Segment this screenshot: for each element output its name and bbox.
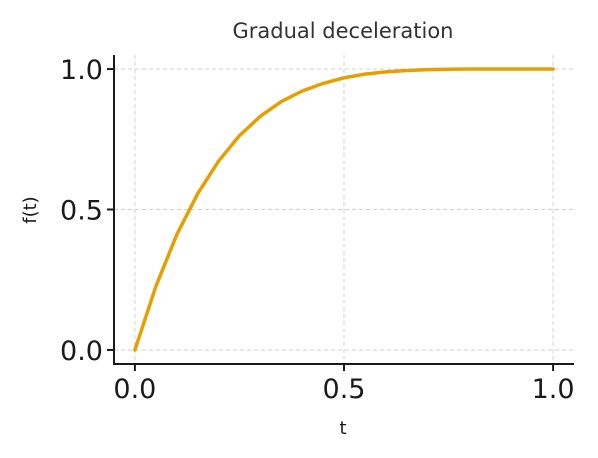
y-axis-label: f(t) [20,196,41,223]
grid [114,55,574,364]
series-line [133,67,555,352]
x-tick-label: 0.5 [323,374,366,405]
y-tick-label: 1.0 [60,55,103,86]
x-axis-label: t [339,418,346,439]
y-tick-label: 0.0 [60,336,103,367]
chart-title: Gradual deceleration [233,19,454,43]
ticks: 0.0 0.5 1.0 0.0 0.5 1.0 [60,55,575,405]
y-tick-label: 0.5 [60,196,103,227]
x-tick-label: 1.0 [532,374,575,405]
series-layer [133,67,555,352]
x-tick-label: 0.0 [113,374,156,405]
